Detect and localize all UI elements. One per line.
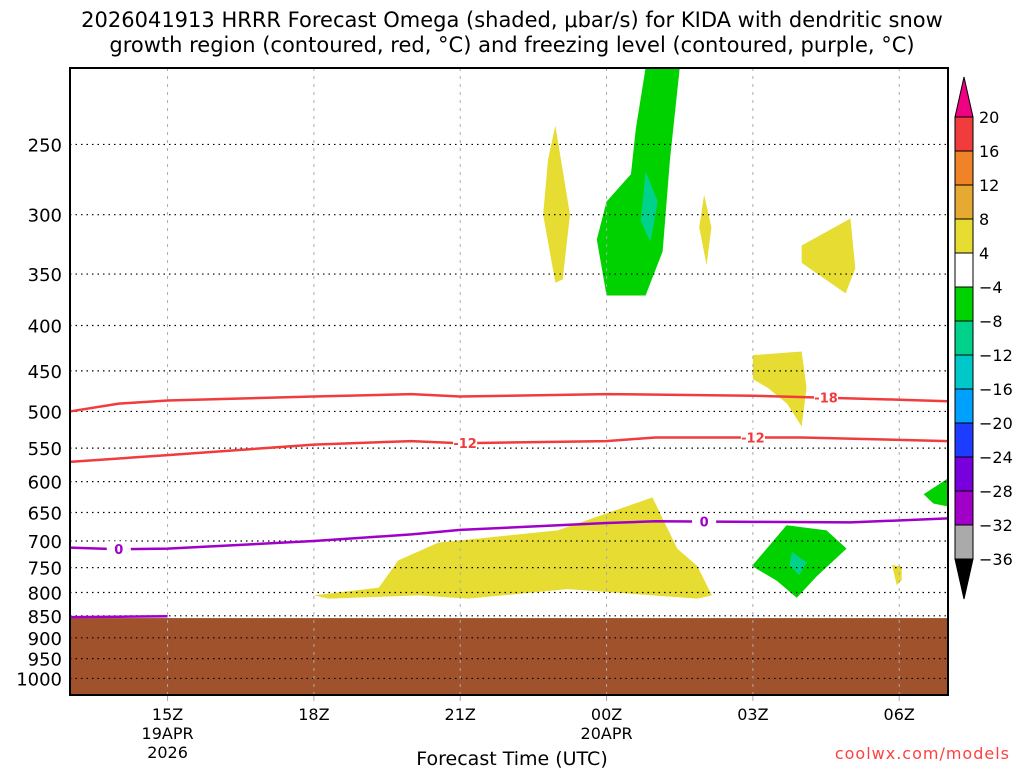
omega-shaded-region xyxy=(699,194,712,266)
colorbar-label: −28 xyxy=(979,482,1013,501)
omega-shaded-region xyxy=(891,565,902,586)
contour-line xyxy=(69,615,168,619)
title-line-2: growth region (contoured, red, °C) and f… xyxy=(109,33,915,57)
omega-shaded-region xyxy=(640,171,658,242)
colorbar-swatch xyxy=(954,456,974,492)
contour-label-bg xyxy=(106,541,131,558)
colorbar-swatch xyxy=(954,490,974,526)
y-tick-label: 950 xyxy=(28,650,62,671)
colorbar-label: −16 xyxy=(979,380,1013,399)
y-tick-label: 450 xyxy=(28,362,62,383)
title-line-1: 2026041913 HRRR Forecast Omega (shaded, … xyxy=(81,8,943,32)
colorbar-swatch xyxy=(954,422,974,458)
contour-label-bg xyxy=(692,513,717,530)
y-tick-label: 1000 xyxy=(16,669,62,690)
colorbar-swatch xyxy=(954,388,974,424)
y-tick-label: 800 xyxy=(28,583,62,604)
colorbar-label: 4 xyxy=(979,244,989,263)
colorbar-swatch xyxy=(954,184,974,220)
colorbar-swatch xyxy=(954,320,974,356)
y-tick-label: 250 xyxy=(28,135,62,156)
x-tick-label: 06Z xyxy=(884,705,915,724)
y-tick-label: 900 xyxy=(28,629,62,650)
chart-title: 2026041913 HRRR Forecast Omega (shaded, … xyxy=(0,8,1024,58)
colorbar-label: −12 xyxy=(979,346,1013,365)
colorbar-swatch xyxy=(954,150,974,186)
x-tick-label: 03Z xyxy=(737,705,768,724)
contour-line xyxy=(69,436,949,464)
omega-shaded-region xyxy=(543,125,570,283)
x-tick-label: 18Z xyxy=(298,705,329,724)
colorbar-swatch xyxy=(954,524,974,560)
omega-shaded-region xyxy=(801,218,856,294)
y-tick-label: 700 xyxy=(28,532,62,553)
colorbar-label: −4 xyxy=(979,278,1003,297)
colorbar-label: −20 xyxy=(979,414,1013,433)
y-tick-label: 500 xyxy=(28,402,62,423)
colorbar-label: 20 xyxy=(979,108,999,127)
plot-frame xyxy=(69,67,949,696)
contour-label: -18 xyxy=(814,391,838,406)
x-tick-label: 2026 xyxy=(147,743,188,762)
x-tick-label: 21Z xyxy=(445,705,476,724)
y-tick-label: 850 xyxy=(28,607,62,628)
colorbar-swatch xyxy=(954,218,974,254)
x-tick-label: 15Z xyxy=(152,705,183,724)
contour-label: -12 xyxy=(741,431,765,446)
colorbar-bottom-arrow xyxy=(954,558,974,600)
contour-label-bg xyxy=(740,429,765,446)
colorbar-swatch xyxy=(954,252,974,288)
contour-label-bg xyxy=(453,435,478,452)
colorbar-label: −24 xyxy=(979,448,1013,467)
contour-label: -12 xyxy=(453,437,477,452)
contour-line xyxy=(69,517,949,551)
credit-link[interactable]: coolwx.com/models xyxy=(834,744,1010,763)
y-tick-label: 600 xyxy=(28,473,62,494)
omega-shaded-region xyxy=(789,551,807,576)
x-axis-label: Forecast Time (UTC) xyxy=(416,748,607,768)
y-tick-label: 650 xyxy=(28,503,62,524)
colorbar-label: 16 xyxy=(979,142,999,161)
colorbar-label: −36 xyxy=(979,550,1013,569)
colorbar-swatch xyxy=(954,286,974,322)
contour-label: 0 xyxy=(700,515,709,530)
x-tick-label: 20APR xyxy=(581,724,633,743)
y-tick-label: 350 xyxy=(28,265,62,286)
contour-label: 0 xyxy=(114,543,123,558)
colorbar-swatch xyxy=(954,354,974,390)
colorbar-label: −32 xyxy=(979,516,1013,535)
omega-shaded-region xyxy=(752,351,807,427)
x-tick-label: 19APR xyxy=(142,724,194,743)
colorbar-label: −8 xyxy=(979,312,1003,331)
x-tick-label: 00Z xyxy=(591,705,622,724)
y-tick-label: 400 xyxy=(28,316,62,337)
y-tick-label: 750 xyxy=(28,559,62,580)
colorbar-swatch xyxy=(954,116,974,152)
y-tick-label: 300 xyxy=(28,206,62,227)
terrain-mask xyxy=(70,618,948,695)
colorbar-label: 8 xyxy=(979,210,989,229)
colorbar-label: 12 xyxy=(979,176,999,195)
omega-shaded-region xyxy=(923,478,948,507)
y-tick-label: 550 xyxy=(28,439,62,460)
colorbar-top-arrow xyxy=(954,76,974,118)
omega-shaded-region xyxy=(596,68,680,296)
contour-label-bg xyxy=(814,389,839,406)
